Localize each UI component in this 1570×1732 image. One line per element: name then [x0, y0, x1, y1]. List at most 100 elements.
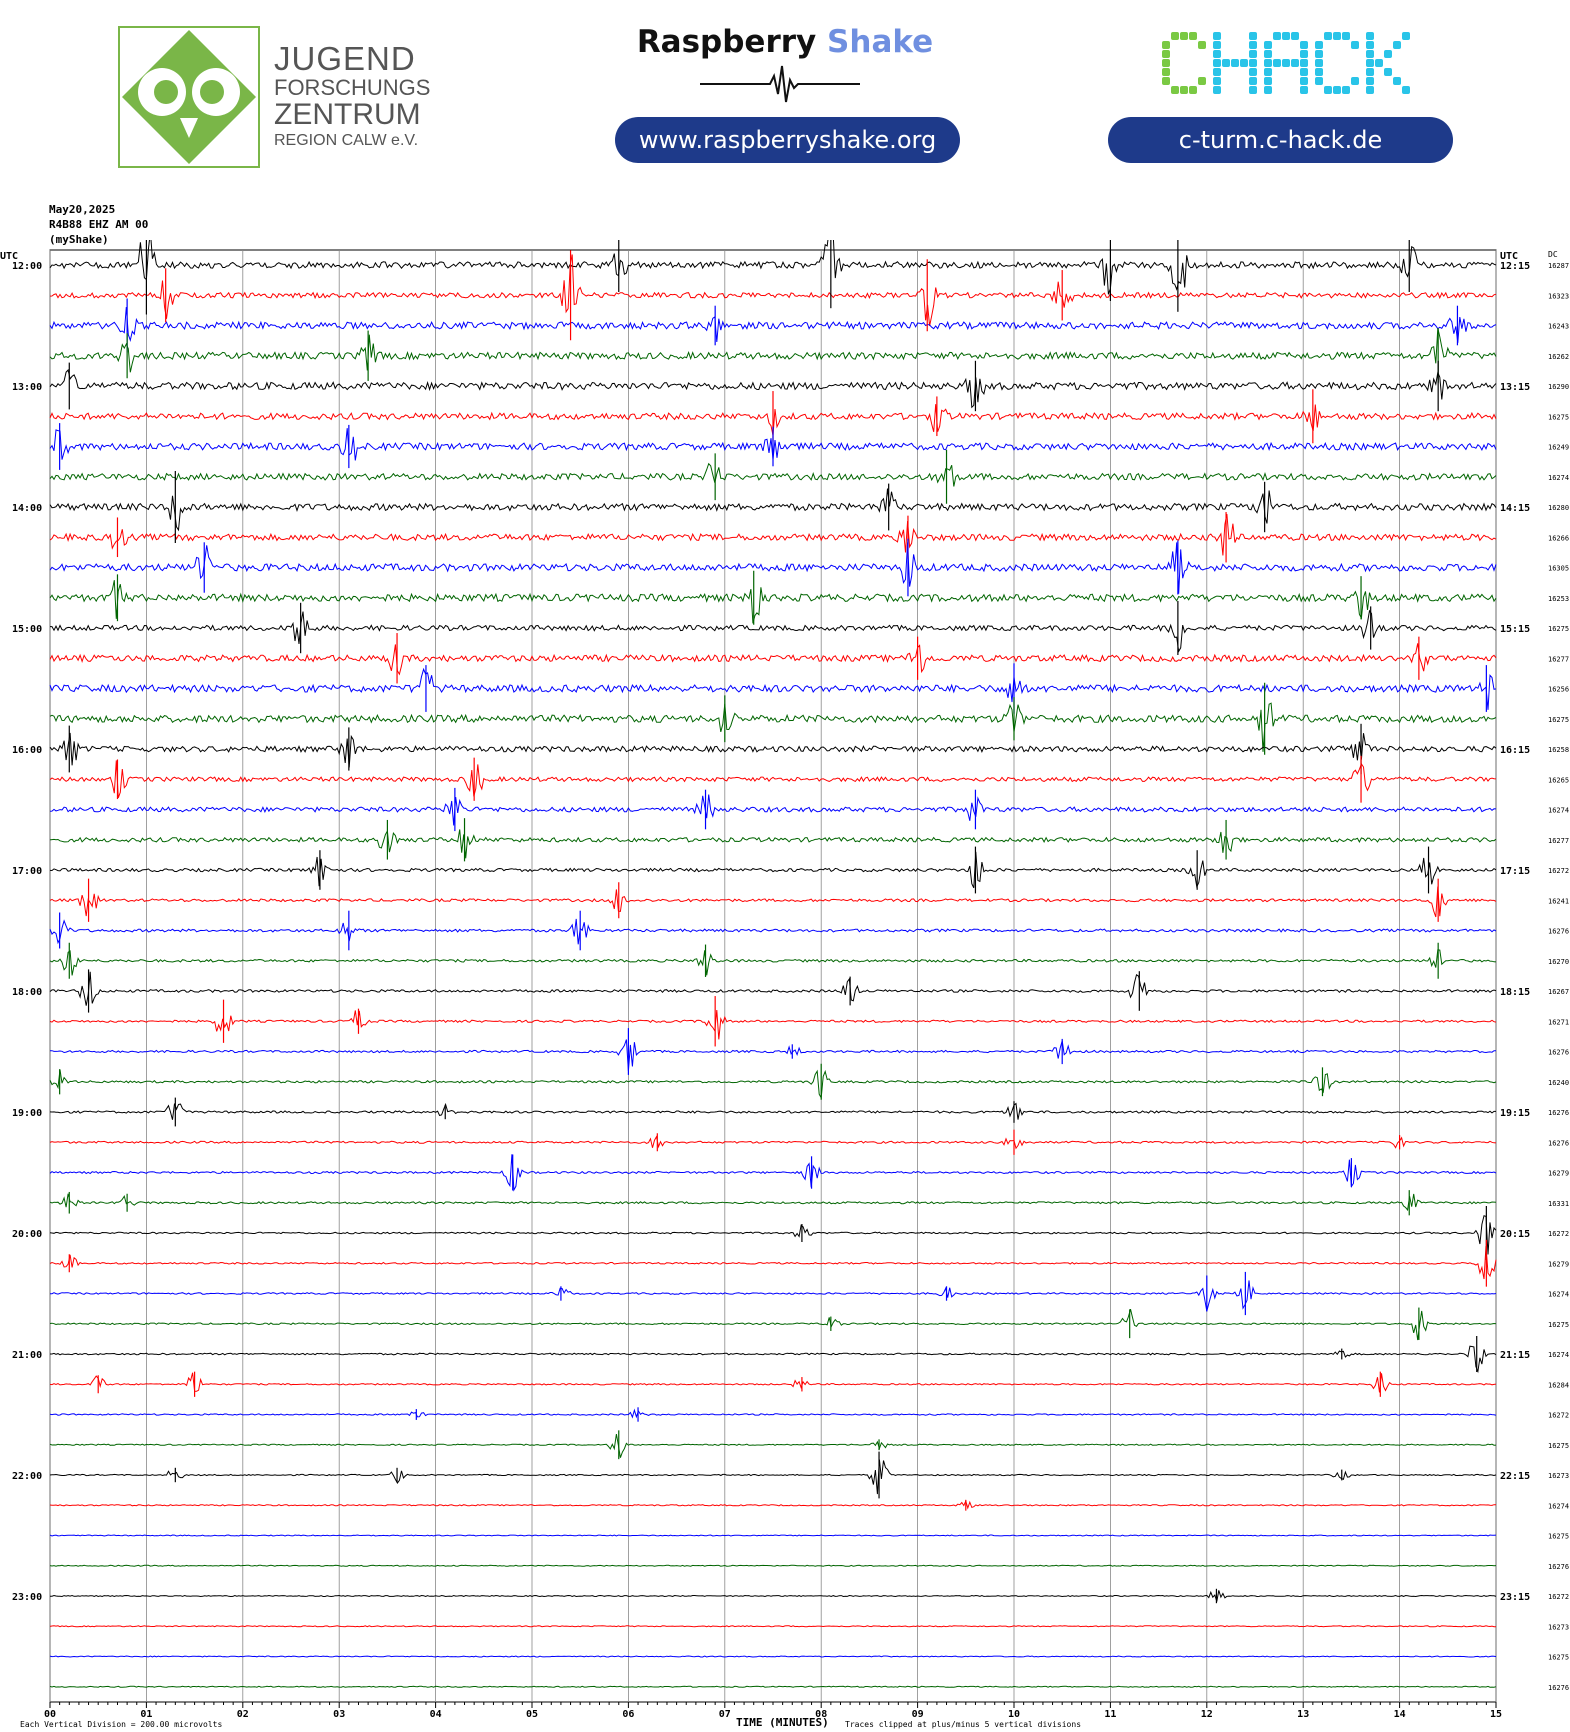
chack-pixel [1402, 86, 1410, 94]
trace-row-28 [49, 1102, 1496, 1120]
row-label-right: 23:15 [1500, 1592, 1530, 1603]
x-axis-group: 00 01 02 03 04 05 06 07 08 09 10 11 12 13 14 15 [44, 1702, 1502, 1720]
dc-value: 16279 [1548, 1170, 1569, 1178]
trace-row-40 [49, 1459, 1497, 1495]
jfz-line3: ZENTRUM [274, 98, 421, 131]
chack-pixel [1249, 68, 1257, 76]
chack-pixel [1264, 68, 1272, 76]
chack-pixel [1300, 68, 1308, 76]
trace-row-22 [49, 918, 1497, 945]
chack-pixel [1375, 59, 1383, 67]
chack-pixel [1264, 86, 1272, 94]
dc-value: 16287 [1548, 262, 1569, 270]
chack-pixel [1213, 77, 1221, 85]
chack-pixel [1351, 77, 1359, 85]
dc-value: 16272 [1548, 1593, 1569, 1601]
row-label-right: 19:15 [1500, 1108, 1530, 1119]
x-tick-label: 11 [1104, 1709, 1116, 1720]
x-tick-label: 00 [44, 1709, 56, 1720]
x-tick-label: 10 [1008, 1709, 1020, 1720]
row-label-right: 17:15 [1500, 866, 1530, 877]
dc-value: 16273 [1548, 1623, 1569, 1631]
x-tick-label: 12 [1201, 1709, 1213, 1720]
raspberryshake-url[interactable]: www.raspberryshake.org [615, 117, 960, 163]
trace-row-24 [49, 971, 1497, 1006]
row-label-left: 12:00 [12, 261, 42, 272]
x-tick-label: 04 [430, 1709, 442, 1720]
chack-pixel [1213, 50, 1221, 58]
chack-pixel [1162, 68, 1170, 76]
chack-pixel [1249, 50, 1257, 58]
footer-left: Each Vertical Division = 200.00 microvol… [20, 1720, 222, 1729]
jfz-line4: REGION CALW e.V. [274, 132, 419, 149]
row-label-right: 20:15 [1500, 1229, 1530, 1240]
chack-url[interactable]: c-turm.c-hack.de [1108, 117, 1453, 163]
chack-pixel [1315, 41, 1323, 49]
trace-row-8 [49, 488, 1497, 532]
dc-value: 16275 [1548, 413, 1569, 421]
chack-pixel [1273, 59, 1281, 67]
dc-value: 16258 [1548, 746, 1569, 754]
x-tick-label: 01 [140, 1709, 152, 1720]
chack-pixel [1198, 77, 1206, 85]
dc-value: 16272 [1548, 867, 1569, 875]
dc-value: 16331 [1548, 1200, 1569, 1208]
dc-value: 16267 [1548, 988, 1569, 996]
trace-row-39 [49, 1434, 1497, 1458]
chack-pixel [1264, 59, 1272, 67]
trace-row-29 [49, 1135, 1497, 1150]
dc-value: 16275 [1548, 1321, 1569, 1329]
trace-row-13 [49, 643, 1497, 676]
chack-pixel [1213, 59, 1221, 67]
right-axis-title: UTC [1500, 251, 1518, 262]
chack-pixel [1231, 59, 1239, 67]
chack-pixel [1366, 68, 1374, 76]
dc-value: 16274 [1548, 1351, 1569, 1359]
dc-value: 16272 [1548, 1230, 1569, 1238]
chack-pixel [1264, 77, 1272, 85]
dc-value: 16256 [1548, 686, 1569, 694]
chack-logo [1162, 30, 1412, 102]
chack-pixel [1222, 59, 1230, 67]
x-tick-label: 14 [1394, 1709, 1406, 1720]
left-axis-title: UTC [0, 251, 18, 262]
plot-frame [49, 249, 1497, 1703]
trace-row-41 [49, 1499, 1497, 1510]
jfz-logo [116, 24, 262, 170]
chack-pixel [1291, 59, 1299, 67]
chack-pixel [1180, 86, 1188, 94]
row-label-left: 18:00 [12, 987, 42, 998]
trace-row-30 [49, 1154, 1497, 1192]
trace-row-31 [49, 1193, 1497, 1212]
chack-pixel [1315, 50, 1323, 58]
chack-pixel [1249, 41, 1257, 49]
trace-row-33 [49, 1245, 1497, 1280]
row-label-left: 22:00 [12, 1471, 42, 1482]
row-label-right: 16:15 [1500, 745, 1530, 756]
row-label-right: 14:15 [1500, 503, 1530, 514]
helicorder-plot: 12:00 12:15 16287 16323 16243 16262 13:00 13:15… [0, 240, 1569, 1729]
chack-pixel [1249, 77, 1257, 85]
row-label-left: 23:00 [12, 1592, 42, 1603]
dc-value: 16277 [1548, 837, 1569, 845]
trace-row-37 [49, 1372, 1497, 1393]
row-label-left: 17:00 [12, 866, 42, 877]
dc-value: 16273 [1548, 1472, 1569, 1480]
dc-value: 16276 [1548, 1139, 1569, 1147]
chack-pixel [1189, 32, 1197, 40]
dc-value: 16284 [1548, 1381, 1569, 1389]
row-label-left: 16:00 [12, 745, 42, 756]
row-label-right: 13:15 [1500, 382, 1530, 393]
chack-pixel [1189, 86, 1197, 94]
dc-value: 16274 [1548, 1502, 1569, 1510]
trace-row-10 [49, 542, 1497, 594]
trace-row-47 [49, 1685, 1497, 1688]
x-tick-label: 09 [912, 1709, 924, 1720]
chack-pixel [1162, 50, 1170, 58]
dc-value: 16275 [1548, 625, 1569, 633]
x-tick-label: 03 [333, 1709, 345, 1720]
dc-value: 16265 [1548, 776, 1569, 784]
trace-row-19 [49, 829, 1497, 859]
rs-title-b: Shake [827, 24, 934, 60]
chack-pixel [1366, 32, 1374, 40]
